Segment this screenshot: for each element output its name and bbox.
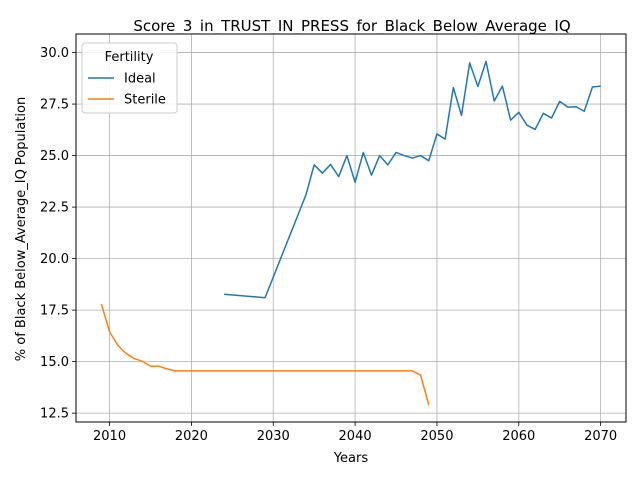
y-tick-label: 27.5 [40,98,69,113]
x-axis-label: Years [333,451,369,466]
legend-label-ideal: Ideal [124,72,156,87]
series-line-ideal [224,60,601,299]
y-axis-label: % of Black Below_Average_IQ Population [14,97,29,361]
y-tick-label: 20.0 [40,252,69,267]
chart-title: Score_3_in_TRUST_IN_PRESS_for_Black_Belo… [133,17,570,36]
y-tick-label: 17.5 [40,304,69,319]
y-tick-label: 30.0 [40,46,69,61]
y-axis-ticks: 12.5 15.0 17.5 20.0 22.5 25.0 27.5 30.0 [40,46,76,422]
x-tick-label: 2030 [257,429,290,444]
y-tick-label: 25.0 [40,149,69,164]
y-tick-label: 15.0 [40,355,69,370]
legend-title: Fertility [105,50,154,65]
y-tick-label: 22.5 [40,201,69,216]
legend-box [81,42,178,114]
x-tick-label: 2020 [175,429,208,444]
legend-label-sterile: Sterile [124,93,166,108]
x-axis-ticks: 2010 2020 2030 2040 2050 2060 2070 [93,422,617,444]
x-tick-label: 2040 [339,429,372,444]
plot-area-frame [75,33,627,423]
y-tick-label: 12.5 [40,407,69,422]
legend: Fertility Ideal Sterile [81,42,178,114]
x-tick-label: 2070 [584,429,617,444]
series-lines [100,60,601,406]
x-tick-label: 2010 [93,429,126,444]
series-line-sterile [100,303,430,406]
legend-entries: Ideal Sterile [88,72,166,108]
x-tick-label: 2050 [420,429,453,444]
grid-lines [76,34,626,422]
x-tick-label: 2060 [502,429,535,444]
